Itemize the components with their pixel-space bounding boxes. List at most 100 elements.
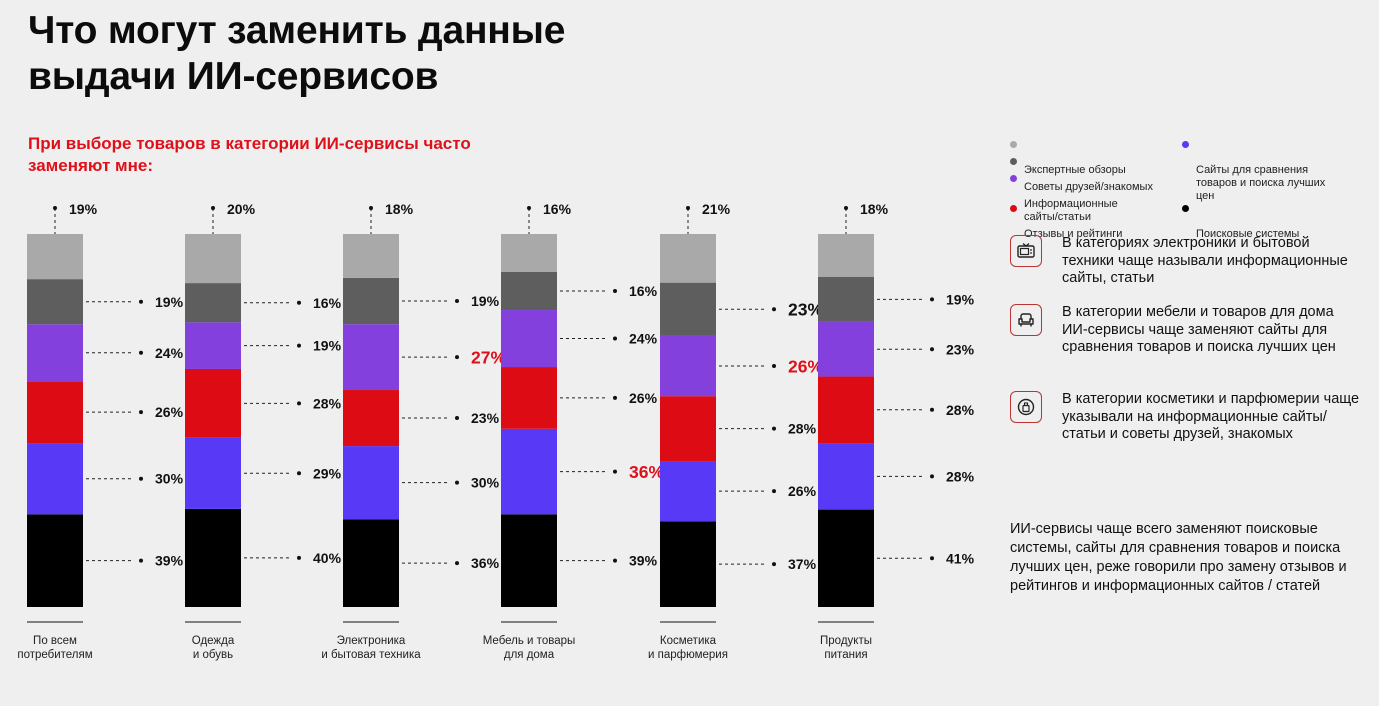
data-label: 36% [471, 555, 500, 571]
leader-dot [297, 401, 301, 406]
chart-subtitle: При выборе товаров в категории ИИ-сервис… [28, 134, 471, 175]
bar-segment [818, 234, 874, 277]
summary-text: ИИ-сервисы чаще всего заменяют поисковые… [1010, 521, 1347, 594]
bar-segment [27, 279, 83, 325]
legend-marker [1010, 205, 1017, 212]
legend-label: Поисковые системы [1196, 228, 1300, 240]
armchair-icon [1010, 304, 1042, 336]
perfume-icon [1010, 391, 1042, 423]
data-label: 24% [629, 331, 658, 347]
bar-segment [501, 272, 557, 311]
data-label: 16% [629, 283, 658, 299]
leader-dot [686, 206, 690, 210]
leader-dot [772, 364, 776, 369]
leader-dot [613, 395, 617, 400]
leader-dot [139, 476, 143, 481]
note-furniture: В категории мебели и товаров для дома ИИ… [1010, 304, 1360, 379]
leader-dot [772, 426, 776, 431]
data-label: 20% [227, 201, 256, 217]
bar-segment [818, 321, 874, 377]
note-text: В категории косметики и парфюмерии чаще … [1062, 391, 1360, 442]
legend-marker [1010, 158, 1017, 165]
bar-segment [660, 396, 716, 462]
category-label: и бытовая техника [321, 649, 421, 661]
legend-item-search-engines: Поисковые системы [1182, 202, 1299, 254]
legend-item-comparison-sites: Сайты для сравнения товаров и поиска луч… [1182, 138, 1325, 216]
data-label: 36% [629, 462, 664, 482]
data-label: 19% [946, 291, 975, 307]
category-label: для дома [504, 649, 555, 661]
legend-label: Сайты для сравнения товаров и поиска луч… [1196, 164, 1326, 202]
category-label: и парфюмерия [648, 649, 728, 661]
data-label: 24% [155, 345, 184, 361]
category-label: потребителям [17, 649, 92, 661]
note-cosmetics: В категории косметики и парфюмерии чаще … [1010, 391, 1360, 466]
bar-segment [501, 428, 557, 515]
leader-dot [297, 300, 301, 305]
bar-segment [27, 324, 83, 382]
leader-dot [139, 299, 143, 304]
leader-dot [297, 471, 301, 476]
leader-dot [930, 556, 934, 561]
data-label: 30% [471, 475, 500, 491]
leader-dot [139, 350, 143, 355]
leader-dot [211, 206, 215, 210]
bar-segment [343, 446, 399, 520]
bar-segment [818, 376, 874, 444]
bar-segment [343, 390, 399, 447]
category-label: Косметика [660, 635, 717, 647]
bar-segment [185, 508, 241, 607]
leader-dot [455, 299, 459, 304]
category-label: Электроника [337, 635, 406, 647]
leader-dot [930, 474, 934, 479]
data-label: 41% [946, 550, 975, 566]
legend-marker [1010, 175, 1017, 182]
legend: Экспертные обзоры Советы друзей/знакомых… [1010, 138, 1360, 240]
legend-label: Информационные сайты/статьи [1024, 198, 1118, 223]
bar-segment [660, 335, 716, 397]
legend-item-friends-advice: Советы друзей/знакомых [1010, 155, 1153, 207]
bar-segment [185, 322, 241, 369]
bar-segment [185, 283, 241, 323]
bar-segment [343, 234, 399, 278]
stacked-bar-chart: 39% 30% 26% 24% 19% 19% По всем потребителям 40%… [17, 201, 975, 661]
data-label: 23% [471, 410, 500, 426]
bar-segment [660, 461, 716, 522]
bar-segment [27, 443, 83, 515]
category-label: и обувь [193, 649, 233, 661]
leader-dot [139, 558, 143, 563]
bar-segment [27, 234, 83, 280]
data-label: 26% [788, 356, 823, 376]
page-title: Что могут заменить данные выдачи ИИ-серв… [28, 9, 566, 98]
legend-item-info-sites: Информационные сайты/статьи [1010, 172, 1118, 237]
leader-dot [930, 347, 934, 352]
data-label: 39% [629, 553, 658, 569]
leader-dot [613, 289, 617, 294]
data-label: 27% [471, 347, 506, 367]
data-label: 18% [385, 201, 414, 217]
leader-dot [930, 297, 934, 302]
data-label: 37% [788, 556, 817, 572]
bar-segment [27, 381, 83, 444]
leader-dot [455, 355, 459, 360]
note-electronics: В категориях электроники и бытовой техни… [1010, 235, 1360, 295]
category-label: По всем [33, 635, 77, 647]
bar-segment [660, 521, 716, 607]
data-label: 30% [155, 471, 184, 487]
bar-segment [660, 282, 716, 336]
leader-dot [930, 407, 934, 412]
data-label: 40% [313, 550, 342, 566]
data-label: 23% [946, 341, 975, 357]
bar-segment [501, 234, 557, 273]
data-label: 28% [788, 421, 817, 437]
note-text: В категориях электроники и бытовой техни… [1062, 235, 1348, 286]
leader-dot [772, 307, 776, 312]
category-label: Продукты [820, 635, 872, 647]
data-label: 29% [313, 465, 342, 481]
bar-segment [27, 514, 83, 607]
category-label: питания [824, 649, 867, 661]
data-label: 19% [69, 201, 98, 217]
legend-marker [1182, 141, 1189, 148]
bar-segment [818, 443, 874, 510]
leader-dot [613, 336, 617, 341]
